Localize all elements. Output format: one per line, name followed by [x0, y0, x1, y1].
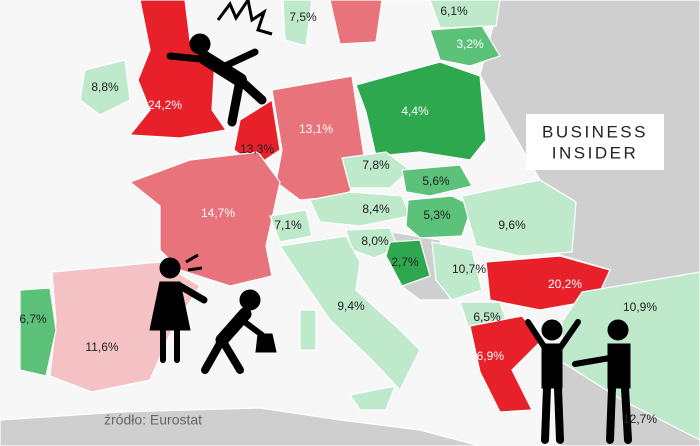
country-poland: [355, 61, 487, 161]
region-label: 6,1%: [440, 4, 468, 18]
region-label: 14,7%: [201, 206, 235, 220]
region-label: 6,5%: [473, 310, 501, 324]
country-portugal: [19, 287, 57, 377]
source: źródło: Eurostat: [104, 412, 202, 428]
country-sweden: [329, 0, 383, 45]
region-label: 13,1%: [299, 122, 333, 136]
country-france: [128, 151, 281, 287]
region-label: 7,8%: [362, 158, 390, 172]
region-label: 8,0%: [361, 234, 389, 248]
country-benelux: [233, 99, 281, 167]
country-switzerland: [269, 209, 313, 243]
region-label: 5,3%: [423, 208, 451, 222]
icon-figure-woman: [149, 253, 208, 363]
region-label: 4,4%: [401, 104, 429, 118]
country-lithuania: [429, 25, 501, 67]
logo-line: INSIDER: [552, 143, 638, 162]
region-label: 9,4%: [337, 299, 365, 313]
region-label: 13,3%: [240, 142, 274, 156]
icon-figure-fall: [166, 0, 273, 127]
logo-line: BUSINESS: [542, 122, 648, 141]
region-label: 3,2%: [456, 37, 484, 51]
region-label: 6,7%: [19, 312, 47, 326]
region-label: 24,2%: [148, 98, 182, 112]
country-slovakia: [401, 164, 473, 197]
country-romania: [461, 179, 577, 257]
country-sardinia: [299, 309, 317, 351]
region-label: 2,7%: [391, 255, 419, 269]
country-ireland: [79, 59, 131, 116]
logo-box: [526, 114, 664, 170]
country-greece: [469, 315, 543, 413]
land-africa: [0, 407, 481, 446]
country-czechia: [341, 151, 411, 189]
region-label: 9,6%: [498, 218, 526, 232]
region-label: 10,7%: [452, 262, 486, 276]
region-label: 10,9%: [623, 300, 657, 314]
region-label: 7,1%: [274, 218, 302, 232]
region-label: 16,9%: [470, 349, 504, 363]
country-latvia: [429, 0, 501, 29]
icon-figure-thief: [201, 289, 277, 374]
region-label: 12,7%: [623, 412, 657, 426]
country-hungary: [405, 195, 473, 239]
country-uk: [128, 0, 228, 139]
country-croatia: [385, 239, 431, 287]
country-denmark: [282, 0, 313, 47]
region-label: 8,8%: [91, 80, 119, 94]
country-italy: [278, 235, 421, 392]
region-label: 5,6%: [422, 174, 450, 188]
region-label: 7,5%: [289, 10, 317, 24]
country-serbia: [431, 241, 483, 301]
region-label: 20,2%: [548, 277, 582, 291]
region-label: 11,6%: [85, 340, 118, 354]
icon-figure-robbery: [525, 319, 632, 444]
country-sicily: [349, 385, 396, 411]
region-label: 8,4%: [362, 202, 390, 216]
